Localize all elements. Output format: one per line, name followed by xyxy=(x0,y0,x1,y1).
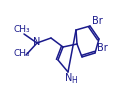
Text: Br: Br xyxy=(97,43,108,53)
Text: CH₃: CH₃ xyxy=(14,25,31,34)
Text: N: N xyxy=(33,37,41,47)
Text: CH₃: CH₃ xyxy=(14,50,31,59)
Text: Br: Br xyxy=(92,16,103,26)
Text: H: H xyxy=(71,76,77,85)
Text: N: N xyxy=(65,73,73,83)
